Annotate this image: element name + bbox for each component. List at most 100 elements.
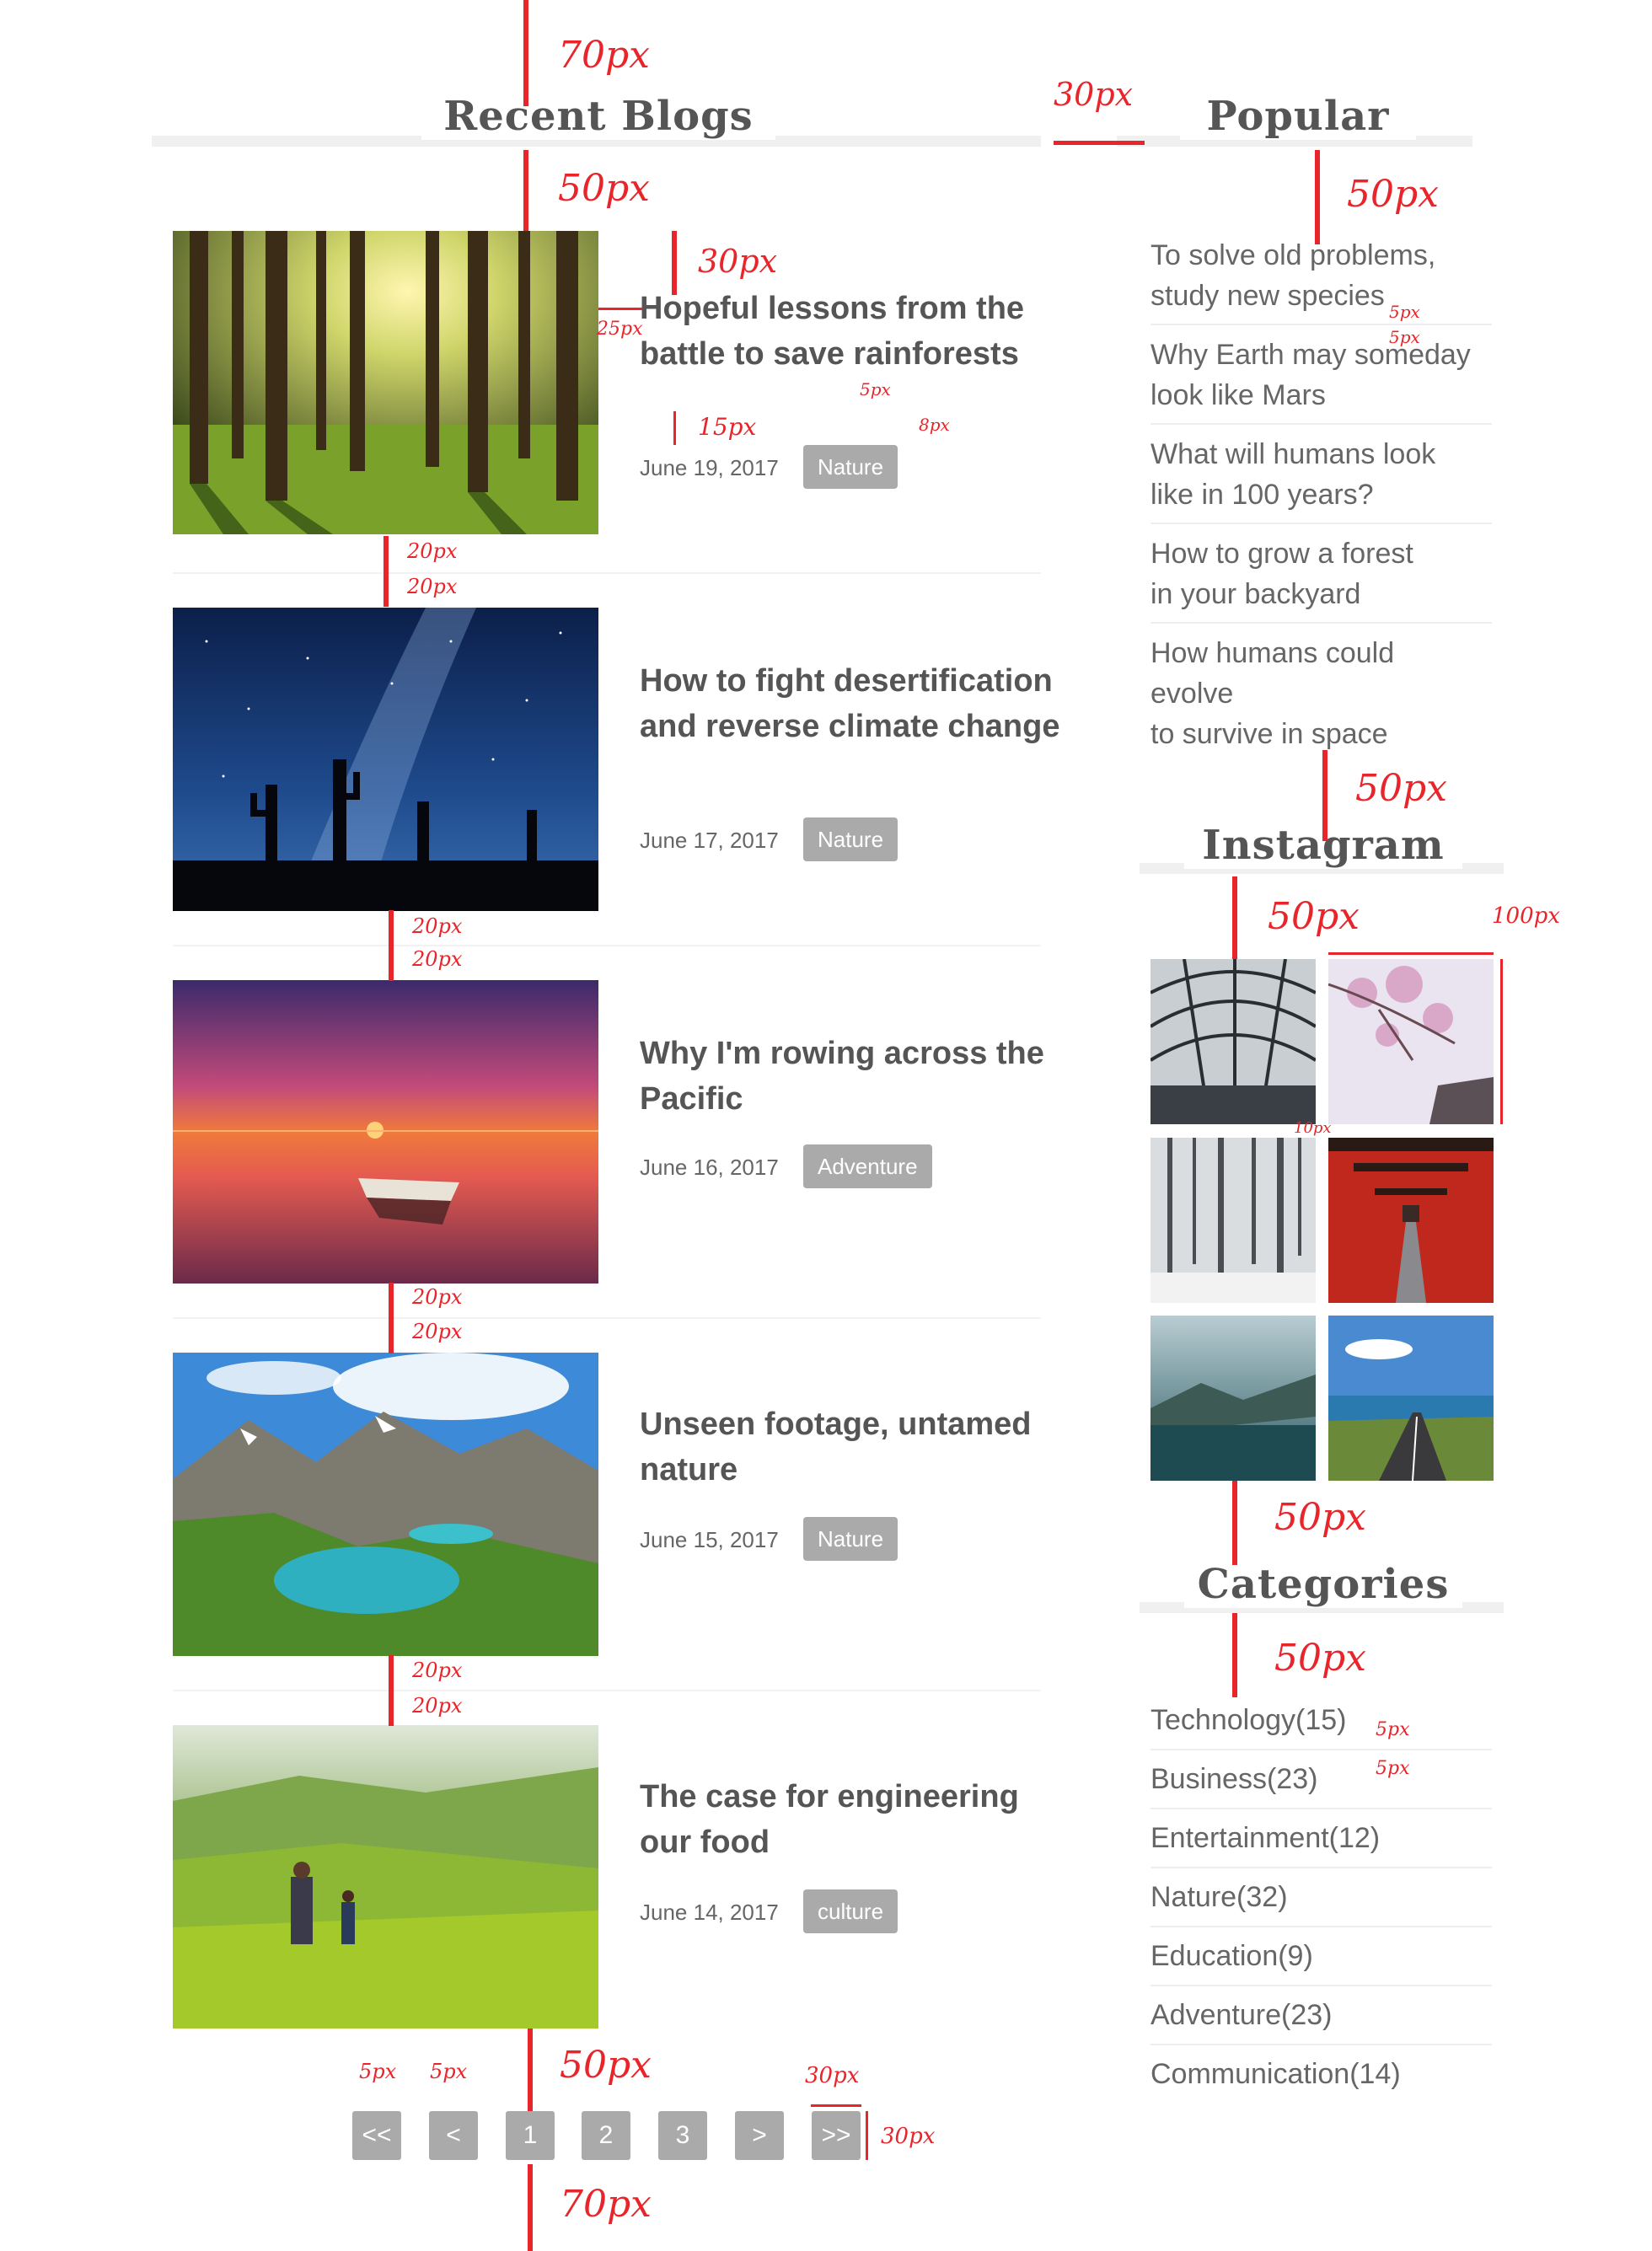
pagination-first-button[interactable]: << [352, 2111, 401, 2160]
annotation-label: 50px [558, 167, 650, 210]
popular-item-line: To solve old problems, [1150, 239, 1436, 271]
category-item[interactable]: Entertainment(12) [1150, 1822, 1381, 1854]
recent-heading-rule [152, 136, 1041, 147]
annotation-arrow-icon [866, 2111, 868, 2160]
annotation-label: 50px [1347, 173, 1439, 216]
annotation-arrow-icon [384, 536, 389, 607]
category-separator [1150, 2044, 1492, 2045]
pagination-next-button[interactable]: > [735, 2111, 784, 2160]
blog-date: June 19, 2017 [640, 455, 779, 480]
pagination-page-1-button[interactable]: 1 [506, 2111, 555, 2160]
sunset-boat-image [173, 980, 598, 1284]
category-separator [1150, 1867, 1492, 1868]
pagination-page-3-button[interactable]: 3 [658, 2111, 707, 2160]
blog-image-sunset-boat[interactable] [173, 980, 598, 1284]
popular-item[interactable]: How to grow a forest in your backyard [1150, 533, 1492, 614]
instagram-photo[interactable] [1328, 959, 1494, 1124]
annotation-arrow-icon [528, 2029, 533, 2111]
annotation-label: 15px [698, 413, 757, 441]
annotation-label: 50px [1274, 1496, 1366, 1539]
blog-title[interactable]: Why I'm rowing across the Pacific [640, 1036, 1044, 1117]
mountain-lake-image [173, 1353, 598, 1656]
categories-heading: Categories [1184, 1561, 1462, 1608]
pagination-last-button[interactable]: >> [812, 2111, 861, 2160]
category-item[interactable]: Business(23) [1150, 1763, 1318, 1795]
popular-separator [1150, 423, 1492, 425]
coast-image [1150, 1316, 1316, 1481]
category-item[interactable]: Technology(15) [1150, 1704, 1347, 1736]
blog-date: June 15, 2017 [640, 1527, 779, 1552]
instagram-photo[interactable] [1150, 1138, 1316, 1303]
pagination-page-2-button[interactable]: 2 [582, 2111, 630, 2160]
blog-tag[interactable]: Adventure [803, 1144, 932, 1188]
popular-item-line: How to grow a forest [1150, 538, 1413, 570]
popular-item-line: What will humans look [1150, 438, 1436, 470]
blog-image-mountains[interactable] [173, 1353, 598, 1656]
blog-tag[interactable]: culture [803, 1889, 898, 1933]
forest-image [173, 231, 598, 534]
instagram-photo[interactable] [1328, 1138, 1494, 1303]
instagram-photo[interactable] [1150, 959, 1316, 1124]
blog-tag[interactable]: Nature [803, 1517, 898, 1561]
rice-terrace-image [173, 1725, 598, 2029]
annotation-label: 30px [1054, 76, 1134, 113]
category-item[interactable]: Communication(14) [1150, 2058, 1401, 2090]
annotation-label: 20px [412, 1320, 463, 1343]
blog-title[interactable]: The case for engineering our food [640, 1779, 1019, 1860]
pagination-prev-button[interactable]: < [429, 2111, 478, 2160]
cactus-night-image [173, 608, 598, 911]
annotation-label: 20px [412, 914, 463, 938]
blog-title[interactable]: How to fight desertification and reverse… [640, 663, 1060, 744]
popular-item[interactable]: How humans could evolve to survive in sp… [1150, 633, 1492, 754]
blog-separator [173, 1690, 1041, 1691]
annotation-label: 50px [560, 2044, 652, 2087]
blog-image-cactus[interactable] [173, 608, 598, 911]
annotation-label: 100px [1492, 903, 1560, 929]
blog-date: June 16, 2017 [640, 1155, 779, 1180]
annotation-label: 5px [860, 379, 891, 399]
popular-item[interactable]: What will humans look like in 100 years? [1150, 434, 1492, 515]
annotation-arrow-icon [528, 2164, 533, 2251]
blog-image-rice-terraces[interactable] [173, 1725, 598, 2029]
annotation-label: 8px [919, 415, 950, 435]
annotation-label: 5px [1376, 1758, 1410, 1779]
blog-separator [173, 1317, 1041, 1319]
popular-item[interactable]: Why Earth may someday look like Mars [1150, 335, 1492, 415]
popular-item-line: evolve [1150, 678, 1234, 710]
category-separator [1150, 1985, 1492, 1986]
annotation-label: 70px [558, 34, 650, 77]
instagram-photo[interactable] [1328, 1316, 1494, 1481]
coastal-road-image [1328, 1316, 1494, 1481]
blog-tag[interactable]: Nature [803, 817, 898, 861]
annotation-label: 30px [698, 243, 778, 280]
annotation-arrow-icon [389, 1655, 394, 1726]
category-separator [1150, 1749, 1492, 1750]
popular-item-line: look like Mars [1150, 379, 1326, 411]
popular-item[interactable]: To solve old problems, study new species [1150, 235, 1492, 316]
annotation-label: 20px [407, 539, 458, 563]
category-item[interactable]: Nature(32) [1150, 1881, 1288, 1913]
annotation-label: 10px [1294, 1119, 1332, 1137]
annotation-label: 20px [412, 1659, 463, 1682]
category-item[interactable]: Education(9) [1150, 1940, 1313, 1972]
annotation-label: 5px [359, 2060, 397, 2083]
blog-date: June 14, 2017 [640, 1900, 779, 1925]
popular-item-line: How humans could [1150, 637, 1395, 669]
blog-title[interactable]: Hopeful lessons from the battle to save … [640, 291, 1025, 372]
annotation-label: 30px [881, 2124, 936, 2149]
annotation-label: 20px [412, 947, 463, 971]
annotation-arrow-icon [389, 1283, 394, 1353]
blog-tag[interactable]: Nature [803, 445, 898, 489]
instagram-photo[interactable] [1150, 1316, 1316, 1481]
category-item[interactable]: Adventure(23) [1150, 1999, 1333, 2031]
annotation-arrow-icon [1232, 1481, 1237, 1565]
annotation-arrow-icon [673, 411, 676, 445]
annotation-arrow-icon [672, 231, 677, 295]
blog-title[interactable]: Unseen footage, untamed nature [640, 1407, 1032, 1487]
blog-image-forest[interactable] [173, 231, 598, 534]
popular-item-line: study new species [1150, 280, 1385, 312]
cherry-blossom-image [1328, 959, 1494, 1124]
popular-separator [1150, 622, 1492, 624]
annotation-label: 5px [1389, 302, 1420, 322]
annotation-label: 5px [1376, 1719, 1410, 1740]
